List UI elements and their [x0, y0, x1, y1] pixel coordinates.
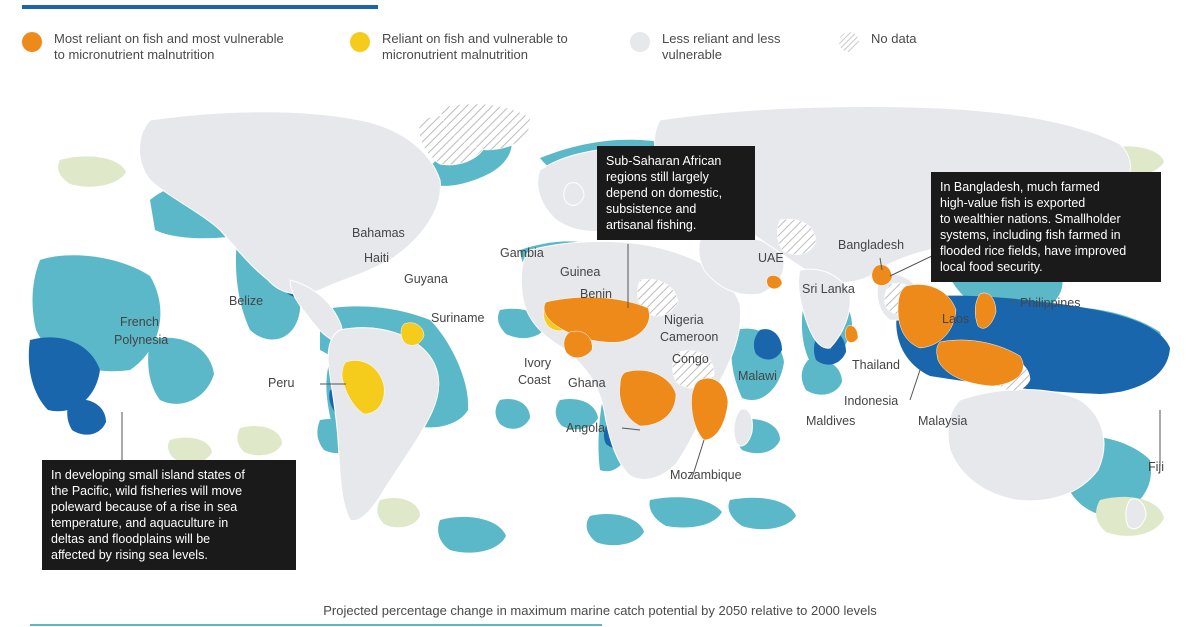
guyana-suriname-region: [400, 322, 425, 346]
callout-line: In developing small island states of: [51, 468, 245, 482]
peru-region: [341, 360, 385, 415]
new-zealand: [1125, 498, 1147, 530]
label-philippines: Philippines: [1020, 296, 1080, 310]
callout-line: artisanal fishing.: [606, 218, 697, 232]
legend-label: Most reliant on fish and most vulnerable: [54, 31, 284, 46]
legend-label: Less reliant and less: [662, 31, 781, 46]
uae-region: [766, 275, 783, 289]
leader-lines: [121, 244, 1161, 479]
uk: [563, 182, 585, 206]
label-maldives: Maldives: [806, 414, 855, 428]
legend: Most reliant on fish and most vulnerable…: [22, 31, 1182, 71]
label-guinea: Guinea: [560, 265, 600, 279]
legend-item-no-data: No data: [839, 31, 917, 52]
country-labels: French Polynesia Bahamas Haiti Guyana Be…: [114, 226, 1164, 482]
bangladesh-region: [871, 264, 893, 286]
label-nigeria: Nigeria: [664, 313, 704, 327]
label-sri-lanka: Sri Lanka: [802, 282, 855, 296]
legend-item-reliant: Reliant on fish and vulnerable to micron…: [350, 31, 568, 63]
callout-line: the Pacific, wild fisheries will move: [51, 484, 243, 498]
label-congo: Congo: [672, 352, 709, 366]
callout-line: In Bangladesh, much farmed: [940, 180, 1100, 194]
legend-label: Reliant on fish and vulnerable to: [382, 31, 568, 46]
legend-swatch-hatched: [839, 32, 859, 52]
south-america: [327, 327, 440, 522]
label-mozambique: Mozambique: [670, 468, 742, 482]
legend-item-less-reliant: Less reliant and less vulnerable: [630, 31, 781, 63]
world-map: French Polynesia Bahamas Haiti Guyana Be…: [28, 103, 1170, 553]
label-bahamas: Bahamas: [352, 226, 405, 240]
mozambique-malawi-region: [691, 378, 729, 441]
label-haiti: Haiti: [364, 251, 389, 265]
legend-label: No data: [871, 31, 917, 46]
west-africa-orange: [543, 296, 650, 343]
label-benin: Benin: [580, 287, 612, 301]
bottom-accent-line: [30, 624, 602, 626]
label-uae: UAE: [758, 251, 784, 265]
label-malaysia: Malaysia: [918, 414, 967, 428]
label-cameroon: Cameroon: [660, 330, 718, 344]
legend-swatch-yellow: [350, 32, 370, 52]
label-ghana: Ghana: [568, 376, 606, 390]
callout-line: temperature, and aquaculture in: [51, 516, 229, 530]
legend-swatch-orange: [22, 32, 42, 52]
callout-line: systems, including fish farmed in: [940, 228, 1121, 242]
label-laos: Laos: [942, 312, 969, 326]
label-belize: Belize: [229, 294, 263, 308]
label-ivory-coast-2: Coast: [518, 373, 551, 387]
label-gambia: Gambia: [500, 246, 544, 260]
callout-line: deltas and floodplains will be: [51, 532, 211, 546]
label-bangladesh: Bangladesh: [838, 238, 904, 252]
callout-line: depend on domestic,: [606, 186, 723, 200]
callout-line: affected by rising sea levels.: [51, 548, 208, 562]
label-peru: Peru: [268, 376, 294, 390]
label-ivory-coast-1: Ivory: [524, 356, 552, 370]
legend-label: micronutrient malnutrition: [382, 47, 528, 62]
label-guyana: Guyana: [404, 272, 448, 286]
philippines-region: [975, 292, 997, 329]
southeast-asia-orange: [897, 284, 957, 349]
madagascar: [733, 408, 753, 447]
callout-line: to wealthier nations. Smallholder: [940, 212, 1121, 226]
callout-line: Sub-Saharan African: [606, 154, 722, 168]
label-french-polynesia-2: Polynesia: [114, 333, 168, 347]
legend-item-most-reliant: Most reliant on fish and most vulnerable…: [22, 31, 284, 63]
north-america: [139, 111, 441, 295]
callout-line: subsistence and: [606, 202, 697, 216]
callout-africa: Sub-Saharan African regions still largel…: [597, 146, 755, 240]
label-fiji: Fiji: [1148, 460, 1164, 474]
callout-line: local food security.: [940, 260, 1043, 274]
label-angola: Angola: [566, 421, 605, 435]
indonesia-region: [936, 339, 1024, 387]
angola-congo-region: [619, 370, 677, 427]
top-accent-line: [22, 5, 378, 9]
callout-pacific: In developing small island states of the…: [42, 460, 296, 570]
most-reliant-countries: [543, 264, 1024, 441]
callout-bangladesh: In Bangladesh, much farmed high-value fi…: [931, 172, 1161, 282]
legend-swatch-grey: [630, 32, 650, 52]
label-suriname: Suriname: [431, 311, 485, 325]
ghana-region: [563, 330, 593, 358]
australia: [947, 389, 1105, 502]
label-malawi: Malawi: [738, 369, 777, 383]
callout-line: high-value fish is exported: [940, 196, 1086, 210]
sri-lanka-region: [844, 325, 859, 343]
india: [797, 268, 851, 349]
callout-line: regions still largely: [606, 170, 709, 184]
label-french-polynesia-1: French: [120, 315, 159, 329]
legend-label: to micronutrient malnutrition: [54, 47, 215, 62]
map-caption: Projected percentage change in maximum m…: [323, 603, 877, 618]
callout-line: flooded rice fields, have improved: [940, 244, 1127, 258]
label-thailand: Thailand: [852, 358, 900, 372]
label-indonesia: Indonesia: [844, 394, 898, 408]
callout-line: poleward because of a rise in sea: [51, 500, 238, 514]
legend-label: vulnerable: [662, 47, 722, 62]
